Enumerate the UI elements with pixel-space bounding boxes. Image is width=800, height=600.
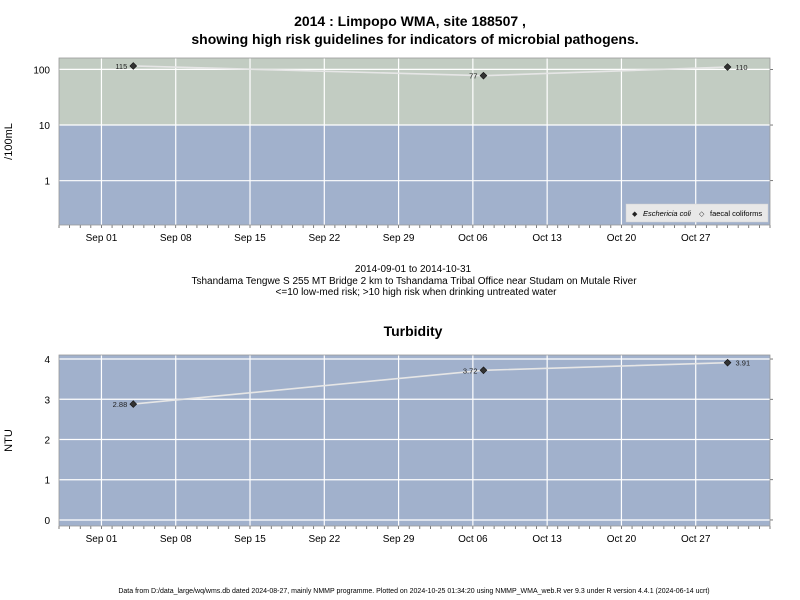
legend-symbol: ◇: [699, 211, 705, 218]
y-tick-label: 3: [44, 395, 50, 406]
x-tick-label: Sep 29: [383, 233, 415, 244]
x-tick-label: Sep 01: [86, 233, 118, 244]
data-label: 3.91: [736, 359, 751, 368]
data-point: [723, 358, 732, 367]
y-tick-label: 10: [39, 121, 51, 132]
date-range-caption: 2014-09-01 to 2014-10-31: [354, 264, 472, 275]
x-tick-label: Oct 20: [607, 233, 637, 244]
chart-title-line-2: showing high risk guidelines for indicat…: [191, 31, 639, 47]
legend-label: Eschericia coli: [643, 209, 691, 218]
x-tick-label: Oct 06: [458, 233, 488, 244]
x-tick-label: Sep 22: [308, 534, 340, 545]
x-tick-label: Sep 08: [160, 534, 192, 545]
y-tick-label: 2: [44, 435, 50, 446]
x-tick-label: Oct 13: [532, 534, 562, 545]
x-tick-label: Oct 20: [607, 534, 637, 545]
x-tick-label: Oct 27: [681, 534, 711, 545]
x-tick-label: Sep 08: [160, 233, 192, 244]
y-tick-label: 100: [33, 65, 50, 76]
legend-symbol: ◆: [632, 211, 638, 218]
site-description-caption: Tshandama Tengwe S 255 MT Bridge 2 km to…: [191, 276, 637, 287]
high-risk-band: [59, 58, 770, 126]
risk-guideline-caption: <=10 low-med risk; >10 high risk when dr…: [275, 287, 557, 298]
x-tick-label: Sep 15: [234, 233, 266, 244]
data-label: 3.72: [463, 366, 478, 375]
turbidity-chart: Sep 01 Sep 08 Sep 15 Sep 22 Sep 29 Oct 06 Oct …: [3, 354, 773, 545]
x-tick-label: Oct 13: [532, 233, 562, 244]
data-point: [129, 400, 138, 408]
y-axis-label: /100mL: [3, 123, 15, 160]
data-label: 115: [115, 62, 127, 71]
x-tick-label: Oct 27: [681, 233, 711, 244]
legend-label: faecal coliforms: [710, 209, 762, 218]
legend-box: [625, 203, 769, 223]
y-tick-label: 0: [44, 516, 50, 527]
x-tick-label: Sep 15: [234, 534, 266, 545]
data-point: [479, 366, 488, 375]
x-tick-label: Oct 06: [458, 534, 488, 545]
turbidity-chart-title: Turbidity: [383, 323, 443, 339]
data-label: 110: [736, 63, 748, 72]
y-axis-label: NTU: [3, 429, 15, 452]
data-point: [129, 62, 138, 70]
plot-border: [58, 354, 771, 527]
chart-title-line-1: 2014 : Limpopo WMA, site 188507 ,: [294, 13, 526, 29]
y-tick-label: 1: [44, 476, 50, 487]
y-tick-label: 4: [44, 355, 50, 366]
x-tick-label: Sep 29: [383, 534, 415, 545]
data-label: 77: [469, 72, 477, 81]
y-tick-label: 1: [44, 177, 50, 188]
plot-border: [58, 57, 771, 226]
data-source-footer: Data from D:/data_large/wq/wms.db dated …: [118, 588, 710, 595]
x-tick-label: Sep 22: [308, 233, 340, 244]
microbial-chart: Sep 01 Sep 08 Sep 15 Sep 22 Sep 29 Oct 06 Oct …: [3, 57, 773, 244]
data-point: [479, 71, 488, 80]
data-point: [723, 63, 732, 71]
x-tick-label: Sep 01: [86, 534, 118, 545]
data-label: 2.88: [113, 400, 128, 409]
plot-background: [59, 355, 770, 526]
